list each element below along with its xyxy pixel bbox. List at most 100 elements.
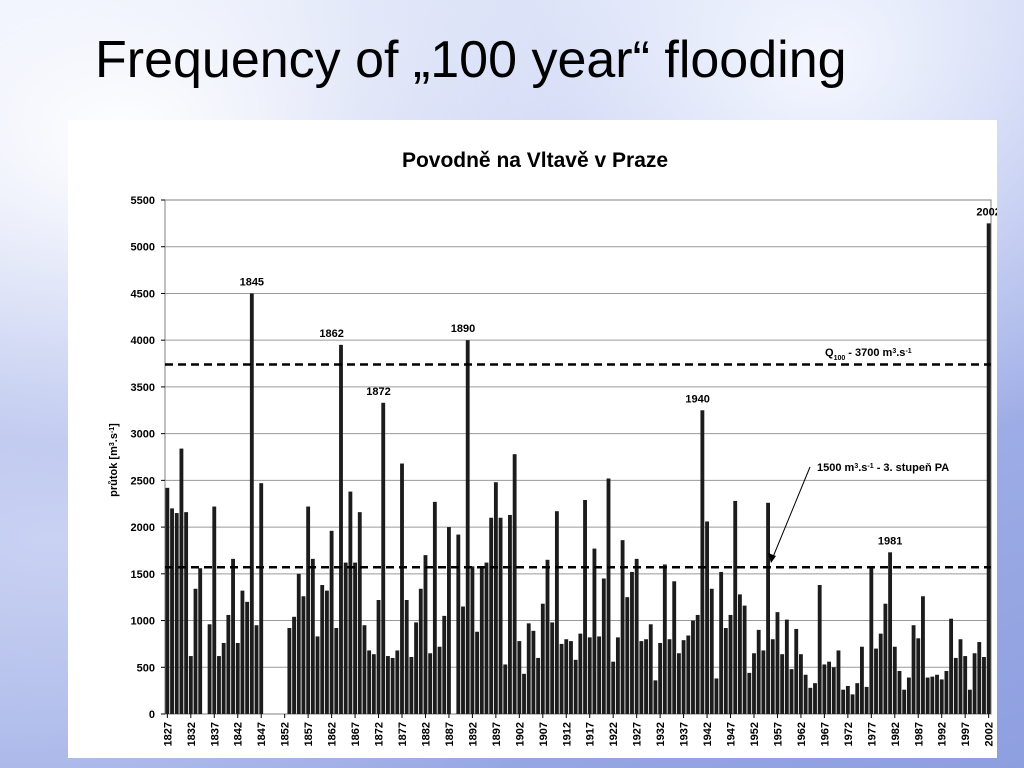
bar-1961 bbox=[794, 628, 799, 714]
bar-1876 bbox=[395, 650, 400, 714]
bar-1840 bbox=[226, 614, 231, 714]
bar-1885 bbox=[437, 646, 442, 714]
x-tick-label: 1967 bbox=[819, 722, 831, 746]
y-tick-label: 3500 bbox=[131, 382, 155, 394]
bar-1998 bbox=[967, 689, 972, 714]
bar-1887 bbox=[447, 527, 451, 714]
bar-1934 bbox=[667, 639, 672, 714]
x-tick-label: 1992 bbox=[937, 722, 949, 746]
chart-title: Povodně na Vltavě v Praze bbox=[402, 149, 668, 172]
bar-1938 bbox=[686, 635, 691, 714]
bar-1992 bbox=[939, 679, 944, 714]
x-tick-label: 1937 bbox=[679, 722, 691, 746]
bar-1834 bbox=[198, 568, 203, 714]
bar-1933 bbox=[662, 564, 667, 714]
x-tick-label: 1882 bbox=[420, 722, 432, 746]
bar-1991 bbox=[935, 674, 939, 714]
bar-1853 bbox=[287, 628, 292, 714]
bar-1931 bbox=[653, 680, 658, 714]
bar-1869 bbox=[362, 625, 367, 714]
bar-1983 bbox=[897, 671, 902, 714]
bar-1828 bbox=[170, 508, 174, 714]
bar-1827 bbox=[165, 487, 170, 714]
bar-1947 bbox=[728, 614, 733, 714]
bar-1979 bbox=[878, 633, 883, 714]
bar-1892 bbox=[470, 566, 475, 714]
bar-1941 bbox=[700, 410, 705, 714]
bar-1982 bbox=[892, 646, 897, 714]
bar-1944 bbox=[714, 678, 719, 714]
bar-1996 bbox=[958, 639, 963, 714]
bar-1846 bbox=[254, 625, 259, 714]
bar-1981 bbox=[888, 552, 893, 714]
bar-1880 bbox=[414, 622, 419, 714]
bar-1976 bbox=[864, 686, 869, 714]
bar-1980 bbox=[883, 603, 888, 714]
bar-1903 bbox=[522, 673, 526, 714]
bar-1837 bbox=[212, 506, 217, 714]
bar-1923 bbox=[615, 637, 620, 714]
bar-1881 bbox=[418, 588, 423, 714]
bar-1999 bbox=[972, 653, 977, 714]
bar-1884 bbox=[432, 501, 437, 714]
x-tick-label: 1957 bbox=[772, 722, 784, 746]
bar-1956 bbox=[770, 639, 775, 714]
bar-1871 bbox=[371, 654, 376, 714]
bars bbox=[165, 223, 991, 715]
bar-1994 bbox=[949, 618, 954, 714]
bar-1832 bbox=[188, 656, 193, 714]
x-tick-label: 1977 bbox=[866, 722, 878, 746]
bar-1905 bbox=[531, 630, 536, 714]
x-tick-label: 1972 bbox=[843, 722, 855, 746]
bar-1891 bbox=[465, 340, 470, 714]
reference-lines bbox=[165, 363, 991, 569]
bar-1984 bbox=[902, 689, 907, 714]
x-tick-label: 1952 bbox=[749, 722, 761, 746]
bar-1921 bbox=[606, 478, 611, 714]
bar-1904 bbox=[526, 623, 531, 714]
bar-1841 bbox=[231, 558, 235, 714]
bar-1829 bbox=[174, 513, 179, 714]
bar-1886 bbox=[442, 615, 447, 714]
bar-1928 bbox=[639, 641, 644, 714]
bar-1872 bbox=[376, 599, 381, 714]
y-tick-label: 1000 bbox=[131, 616, 155, 628]
y-tick-label: 500 bbox=[137, 662, 155, 674]
annotation-1890: 1890 bbox=[451, 323, 475, 335]
bar-1894 bbox=[479, 568, 484, 714]
bar-1830 bbox=[179, 448, 184, 714]
bar-1915 bbox=[578, 633, 583, 714]
bar-1977 bbox=[869, 566, 874, 714]
bar-1974 bbox=[855, 683, 860, 714]
bar-1942 bbox=[705, 521, 709, 714]
bar-1948 bbox=[733, 500, 738, 714]
bar-1965 bbox=[813, 683, 817, 714]
bar-1896 bbox=[489, 517, 494, 714]
bar-1932 bbox=[658, 642, 663, 714]
bar-1855 bbox=[296, 573, 301, 714]
x-tick-label: 1932 bbox=[655, 722, 667, 746]
bar-1862 bbox=[329, 530, 334, 714]
bar-1925 bbox=[625, 597, 630, 714]
x-tick-label: 1867 bbox=[350, 722, 362, 746]
bar-1859 bbox=[315, 636, 320, 714]
bar-1973 bbox=[850, 694, 855, 714]
y-tick-label: 0 bbox=[149, 709, 155, 721]
bar-1879 bbox=[409, 656, 414, 714]
x-tick-label: 1827 bbox=[162, 722, 174, 746]
x-tick-label: 1942 bbox=[702, 722, 714, 746]
x-tick-label: 1847 bbox=[256, 722, 268, 746]
x-tick-label: 1857 bbox=[303, 722, 315, 746]
bar-1953 bbox=[756, 629, 761, 714]
bar-1951 bbox=[747, 672, 752, 714]
x-tick-label: 1902 bbox=[514, 722, 526, 746]
bar-1940 bbox=[695, 614, 700, 714]
bar-1858 bbox=[310, 558, 315, 714]
bar-1946 bbox=[723, 628, 728, 714]
bar-1900 bbox=[508, 514, 512, 714]
bar-1963 bbox=[803, 674, 808, 714]
bar-1966 bbox=[817, 585, 822, 714]
bar-1856 bbox=[301, 596, 306, 714]
bar-1958 bbox=[780, 654, 785, 714]
bar-1960 bbox=[789, 669, 794, 714]
